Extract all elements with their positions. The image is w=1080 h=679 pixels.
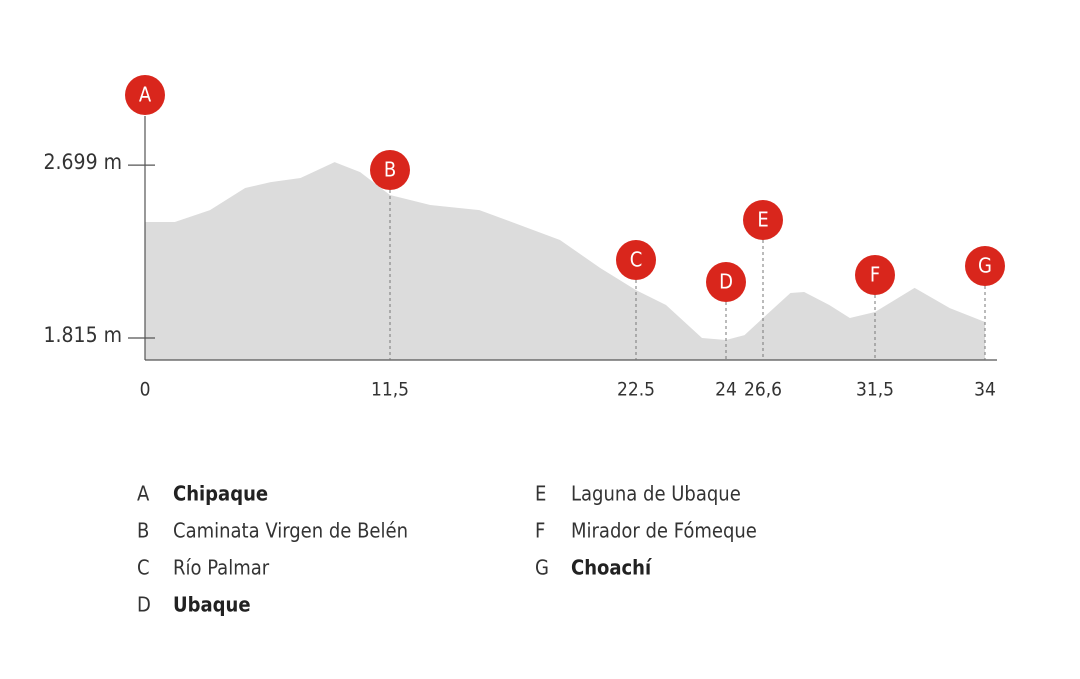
marker-letter: D — [719, 270, 733, 294]
marker — [743, 200, 783, 240]
marker — [965, 246, 1005, 286]
marker-letter: G — [978, 254, 992, 278]
y-tick-label: 2.699 m — [44, 150, 122, 174]
legend-letter: A — [137, 482, 150, 506]
legend-name: Ubaque — [173, 593, 251, 617]
marker — [855, 255, 895, 295]
y-tick-label: 1.815 m — [44, 323, 122, 347]
legend-name: Chipaque — [173, 482, 268, 506]
marker-letter: E — [757, 208, 768, 232]
x-tick-label: 22.5 — [617, 379, 655, 401]
marker — [125, 75, 165, 115]
elevation-area — [145, 162, 985, 361]
marker-letter: C — [630, 248, 643, 272]
legend-name: Río Palmar — [173, 556, 270, 580]
x-tick-label: 11,5 — [371, 379, 409, 401]
marker — [706, 262, 746, 302]
x-tick-label: 26,6 — [744, 379, 782, 401]
legend-letter: G — [535, 556, 549, 580]
marker — [616, 240, 656, 280]
marker-letter: B — [384, 158, 396, 182]
legend-letter: D — [137, 593, 151, 617]
x-tick-label: 31,5 — [856, 379, 894, 401]
marker — [370, 150, 410, 190]
legend-letter: B — [137, 519, 149, 543]
legend-letter: F — [535, 519, 545, 543]
x-tick-label: 24 — [715, 379, 737, 401]
legend-letter: E — [535, 482, 546, 506]
legend-name: Choachí — [571, 556, 652, 580]
legend-name: Caminata Virgen de Belén — [173, 519, 408, 543]
x-tick-label: 34 — [974, 379, 996, 401]
marker-letter: A — [139, 83, 152, 107]
legend-letter: C — [137, 556, 150, 580]
legend-name: Mirador de Fómeque — [571, 519, 757, 543]
legend-name: Laguna de Ubaque — [571, 482, 741, 506]
marker-letter: F — [870, 263, 880, 287]
x-tick-label: 0 — [140, 379, 151, 401]
